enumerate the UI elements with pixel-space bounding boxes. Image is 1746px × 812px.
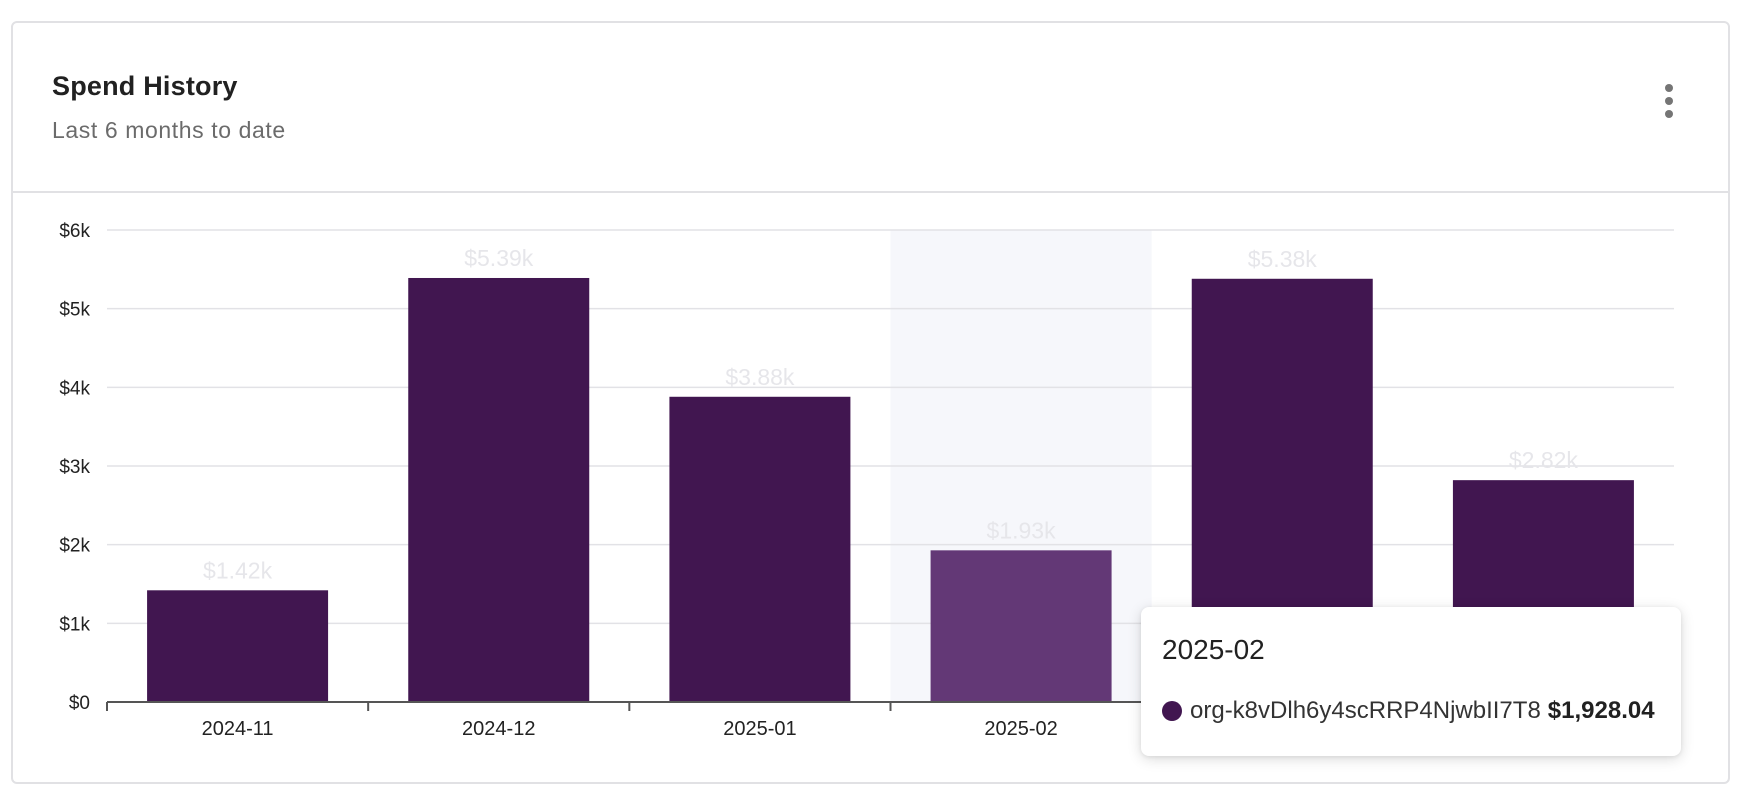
y-tick-label: $5k <box>59 300 90 321</box>
more-vert-icon <box>1665 84 1673 92</box>
card-header: Spend History Last 6 months to date <box>13 23 1728 193</box>
x-tick-label: 2024-11 <box>202 718 274 740</box>
more-options-button[interactable] <box>1652 83 1686 123</box>
more-vert-icon-dot <box>1665 97 1673 105</box>
tooltip-series-name: org-k8vDlh6y4scRRP4NjwbII7T8 <box>1190 697 1541 724</box>
tooltip-series-value: $1,928.04 <box>1547 697 1655 724</box>
more-vert-icon-dot <box>1665 110 1673 118</box>
tooltip-title: 2025-02 <box>1162 634 1265 665</box>
bar-data-label: $1.93k <box>987 517 1057 543</box>
bar-data-label: $3.88k <box>725 364 795 390</box>
x-tick-label: 2025-01 <box>723 718 796 740</box>
x-tick-label: 2024-12 <box>462 718 535 740</box>
bar <box>669 396 851 702</box>
bar <box>408 277 590 702</box>
bar-data-label: $2.82k <box>1509 447 1579 473</box>
y-tick-label: $0 <box>69 693 90 714</box>
bar-data-label: $5.38k <box>1248 246 1318 272</box>
bar-data-label: $1.42k <box>203 557 273 583</box>
y-tick-label: $3k <box>59 457 90 478</box>
y-tick-label: $6k <box>59 221 90 242</box>
y-tick-label: $2k <box>59 536 90 557</box>
y-tick-label: $1k <box>59 614 90 635</box>
card-subtitle: Last 6 months to date <box>52 117 286 143</box>
bar-data-label: $5.39k <box>464 245 534 271</box>
x-tick-label: 2025-02 <box>984 718 1057 740</box>
bar <box>147 590 329 702</box>
chart-tooltip: 2025-02 org-k8vDlh6y4scRRP4NjwbII7T8 $1,… <box>1141 607 1681 756</box>
tooltip-row: org-k8vDlh6y4scRRP4NjwbII7T8 $1,928.04 <box>1162 697 1655 725</box>
card-title: Spend History <box>52 71 238 101</box>
y-tick-label: $4k <box>59 378 90 399</box>
bar <box>930 550 1112 702</box>
tooltip-series-swatch <box>1162 701 1182 721</box>
